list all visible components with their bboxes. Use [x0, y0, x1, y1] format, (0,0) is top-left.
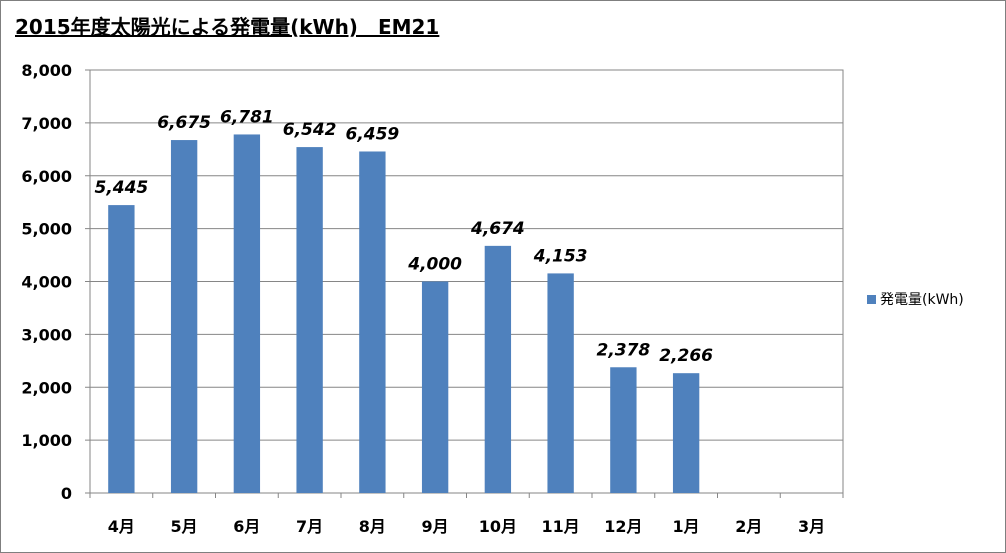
- legend-label: 発電量(kWh): [880, 292, 964, 308]
- y-tick-label: 8,000: [21, 61, 72, 80]
- data-label: 6,459: [345, 124, 399, 144]
- x-tick-label: 11月: [541, 517, 579, 536]
- y-tick-label: 7,000: [21, 114, 72, 133]
- x-tick-label: 2月: [735, 517, 762, 536]
- x-tick-label: 3月: [798, 517, 825, 536]
- bar: [359, 151, 386, 493]
- data-label: 6,542: [283, 120, 337, 140]
- chart-title: 2015年度太陽光による発電量(kWh) EM21: [15, 15, 440, 39]
- bar: [233, 134, 261, 493]
- y-tick-label: 4,000: [21, 273, 72, 292]
- y-tick-label: 0: [61, 484, 72, 503]
- y-tick-label: 5,000: [21, 220, 72, 239]
- bar: [170, 140, 198, 493]
- bar: [610, 367, 637, 493]
- bar: [484, 245, 512, 493]
- data-label: 5,445: [94, 178, 148, 198]
- y-tick-label: 1,000: [21, 431, 72, 450]
- legend-swatch: [867, 294, 876, 304]
- data-label: 4,000: [407, 255, 462, 275]
- data-label: 4,674: [470, 219, 525, 239]
- data-label: 2,378: [596, 340, 650, 360]
- x-tick-label: 8月: [359, 517, 386, 536]
- data-label: 6,781: [220, 107, 274, 127]
- bar: [672, 373, 700, 493]
- x-tick-label: 6月: [233, 517, 260, 536]
- x-tick-label: 5月: [171, 517, 198, 536]
- x-tick-label: 9月: [422, 517, 449, 536]
- y-tick-label: 6,000: [21, 167, 72, 186]
- data-label: 2,266: [659, 346, 713, 366]
- legend: 発電量(kWh): [867, 289, 964, 309]
- x-tick-label: 7月: [296, 517, 323, 536]
- y-tick-label: 3,000: [21, 325, 72, 344]
- x-tick-label: 10月: [479, 517, 517, 536]
- bar: [296, 147, 323, 494]
- x-tick-label: 4月: [108, 517, 135, 536]
- bar: [108, 205, 135, 493]
- y-tick-label: 2,000: [21, 378, 72, 397]
- x-tick-label: 1月: [673, 517, 700, 536]
- bar: [547, 273, 574, 493]
- data-label: 6,675: [157, 113, 211, 133]
- data-label: 4,153: [533, 246, 588, 266]
- bar: [421, 281, 449, 493]
- x-tick-label: 12月: [604, 517, 642, 536]
